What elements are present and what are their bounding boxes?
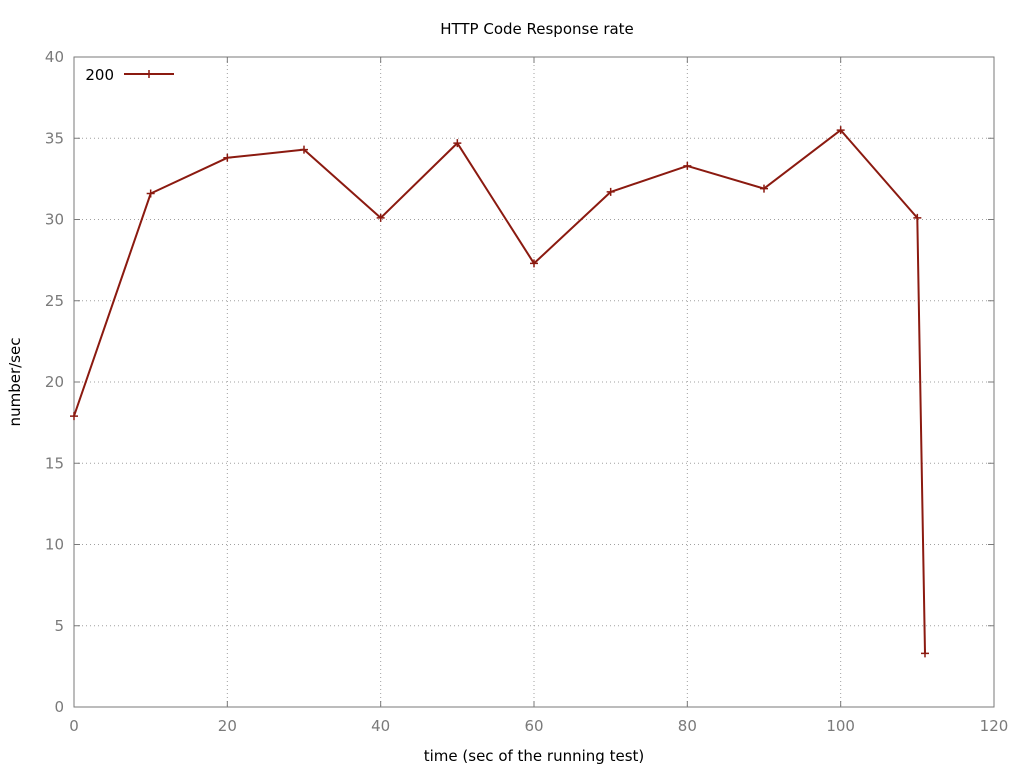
y-tick-label: 40 [45,48,64,66]
x-tick-label: 100 [826,717,855,735]
x-tick-label: 120 [980,717,1009,735]
data-point [683,161,692,170]
x-tick-label: 80 [678,717,697,735]
x-tick-label: 60 [524,717,543,735]
y-tick-label: 25 [45,292,64,310]
y-axis-label: number/sec [6,338,24,427]
y-tick-label: 35 [45,129,64,147]
legend-marker-200 [145,70,153,78]
y-tick-label: 20 [45,373,64,391]
data-point [921,649,929,658]
x-tick-label: 20 [218,717,237,735]
x-tick-label: 0 [69,717,79,735]
axis-ticks: 0 20 40 60 80 100 120 0 5 10 15 20 25 30 35 40 [45,48,1008,735]
legend-label-200: 200 [85,66,114,84]
legend: 200 [85,66,174,84]
data-point [146,189,155,198]
y-tick-label: 10 [45,536,64,554]
data-point [760,184,768,193]
data-point [70,412,78,421]
chart-title: HTTP Code Response rate [440,20,634,38]
grid [74,57,994,707]
y-tick-label: 0 [54,698,64,716]
data-point [913,213,922,222]
data-point [223,153,232,162]
y-tick-label: 5 [54,617,64,635]
series-layer [70,126,929,658]
data-point [530,259,538,268]
data-point [300,145,308,154]
data-point [376,213,385,222]
data-point [606,187,615,196]
x-tick-label: 40 [371,717,390,735]
data-point [453,139,462,148]
y-tick-label: 30 [45,211,64,229]
data-point [836,126,845,135]
series-line-200 [73,129,926,654]
x-axis-label: time (sec of the running test) [424,747,645,765]
y-tick-label: 15 [45,454,64,472]
